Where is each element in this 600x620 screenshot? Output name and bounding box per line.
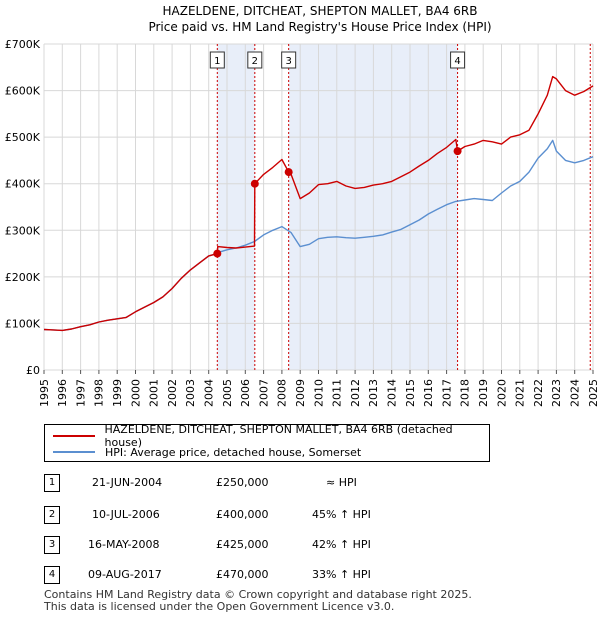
sale-marker <box>284 168 293 177</box>
transaction-number: 2 <box>44 506 60 524</box>
x-tick-label: 1996 <box>56 379 69 407</box>
y-tick-label: £500K <box>5 131 41 144</box>
sale-label-box <box>209 51 225 69</box>
transaction-hpi-diff: 42% ↑ HPI <box>312 538 371 551</box>
transaction-date: 16-MAY-2008 <box>88 538 160 551</box>
x-tick-label: 2000 <box>129 379 142 407</box>
legend-item-hpi: HPI: Average price, detached house, Some… <box>53 445 361 459</box>
x-tick-label: 2006 <box>239 379 252 407</box>
y-tick-label: £100K <box>5 317 41 330</box>
x-tick-label: 2001 <box>148 379 161 407</box>
x-tick-label: 1997 <box>74 379 87 407</box>
price-chart: HAZELDENE, DITCHEAT, SHEPTON MALLET, BA4… <box>5 4 600 407</box>
x-tick-label: 1998 <box>93 379 106 407</box>
x-tick-label: 1995 <box>38 379 51 407</box>
x-tick-label: 2025 <box>587 379 600 407</box>
transaction-price: £250,000 <box>216 476 269 489</box>
shaded-band <box>217 44 255 370</box>
transaction-hpi-diff: 33% ↑ HPI <box>312 568 371 581</box>
sale-marker <box>250 179 259 188</box>
transaction-hpi-diff: ≈ HPI <box>326 476 357 489</box>
legend-swatch-hpi <box>53 451 95 453</box>
sale-label-box <box>450 51 466 69</box>
x-tick-label: 2024 <box>569 379 582 407</box>
x-tick-label: 2002 <box>166 379 179 407</box>
x-tick-label: 2019 <box>477 379 490 407</box>
footer-line-1: Contains HM Land Registry data © Crown c… <box>44 588 472 601</box>
x-tick-label: 2005 <box>221 379 234 407</box>
y-tick-label: £0 <box>26 364 40 377</box>
transaction-date: 21-JUN-2004 <box>92 476 163 489</box>
legend-label-property: HAZELDENE, DITCHEAT, SHEPTON MALLET, BA4… <box>104 423 453 449</box>
x-tick-label: 2018 <box>459 379 472 407</box>
sale-label: 1 <box>214 56 220 67</box>
sale-label-box <box>281 51 297 69</box>
sale-marker <box>453 147 462 156</box>
transaction-date: 10-JUL-2006 <box>92 508 160 521</box>
sale-marker <box>213 249 222 258</box>
transaction-price: £400,000 <box>216 508 269 521</box>
x-tick-label: 2008 <box>276 379 289 407</box>
chart-legend: HAZELDENE, DITCHEAT, SHEPTON MALLET, BA4… <box>44 423 490 462</box>
x-tick-label: 2011 <box>331 379 344 407</box>
sale-label: 2 <box>252 56 258 67</box>
legend-swatch-property <box>53 435 95 437</box>
transaction-price: £425,000 <box>216 538 269 551</box>
x-tick-label: 2014 <box>386 379 399 407</box>
x-tick-label: 2012 <box>349 379 362 407</box>
x-tick-label: 2015 <box>404 379 417 407</box>
x-tick-label: 2007 <box>257 379 270 407</box>
transaction-number: 1 <box>44 474 60 492</box>
y-tick-label: £700K <box>5 38 41 51</box>
legend-item-property: HAZELDENE, DITCHEAT, SHEPTON MALLET, BA4… <box>53 423 489 449</box>
footer-notice: Contains HM Land Registry data © Crown c… <box>44 589 472 613</box>
sale-label-box <box>247 51 263 69</box>
x-tick-label: 2003 <box>184 379 197 407</box>
transaction-number: 4 <box>44 566 60 584</box>
property-price-line <box>43 75 594 332</box>
y-tick-label: £300K <box>5 224 41 237</box>
transaction-price: £470,000 <box>216 568 269 581</box>
chart-subtitle: Price paid vs. HM Land Registry's House … <box>148 20 491 34</box>
x-tick-label: 2023 <box>550 379 563 407</box>
x-tick-label: 2004 <box>203 379 216 407</box>
y-tick-label: £600K <box>5 85 41 98</box>
x-tick-label: 2010 <box>312 379 325 407</box>
y-tick-label: £200K <box>5 271 41 284</box>
chart-title: HAZELDENE, DITCHEAT, SHEPTON MALLET, BA4… <box>163 4 478 18</box>
legend-label-hpi: HPI: Average price, detached house, Some… <box>105 445 362 459</box>
x-tick-label: 2009 <box>294 379 307 407</box>
sale-label: 4 <box>454 56 460 67</box>
transaction-date: 09-AUG-2017 <box>88 568 162 581</box>
x-tick-label: 2022 <box>532 379 545 407</box>
transaction-number: 3 <box>44 536 60 554</box>
transaction-hpi-diff: 45% ↑ HPI <box>312 508 371 521</box>
x-tick-label: 2017 <box>440 379 453 407</box>
x-tick-label: 2016 <box>422 379 435 407</box>
x-tick-label: 2013 <box>367 379 380 407</box>
x-tick-label: 2020 <box>495 379 508 407</box>
footer-line-2: This data is licensed under the Open Gov… <box>44 600 395 613</box>
y-tick-label: £400K <box>5 178 41 191</box>
x-tick-label: 1999 <box>111 379 124 407</box>
sale-label: 3 <box>285 56 291 67</box>
x-tick-label: 2021 <box>514 379 527 407</box>
